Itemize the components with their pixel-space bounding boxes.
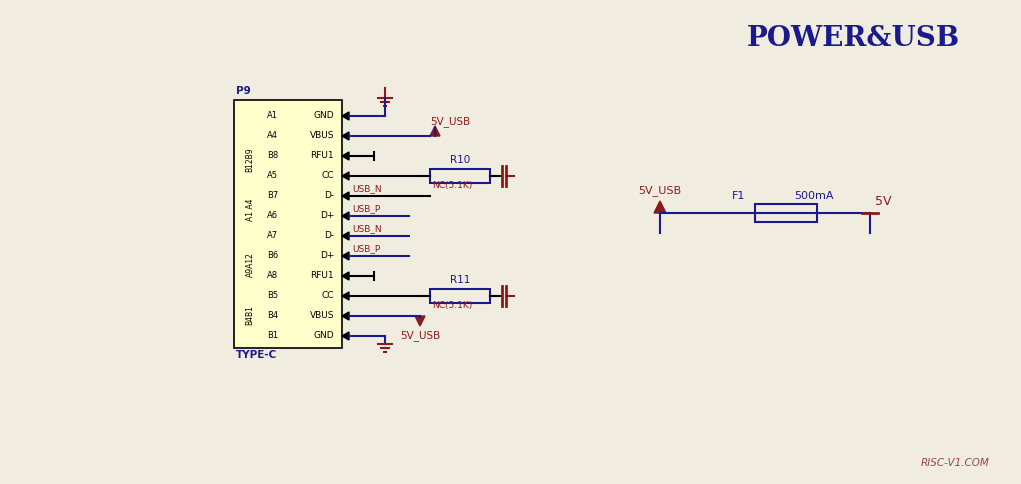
Polygon shape: [342, 332, 349, 340]
Text: CC: CC: [322, 291, 334, 301]
Text: GND: GND: [313, 111, 334, 121]
Polygon shape: [342, 312, 349, 320]
Text: VBUS: VBUS: [309, 312, 334, 320]
Text: CC: CC: [322, 171, 334, 181]
Text: TYPE-C: TYPE-C: [236, 350, 278, 360]
Text: 5V_USB: 5V_USB: [430, 117, 471, 127]
Text: B7: B7: [268, 192, 279, 200]
Text: R11: R11: [450, 275, 471, 285]
Text: B8: B8: [268, 151, 279, 161]
Text: P9: P9: [236, 86, 251, 96]
Text: RFU1: RFU1: [310, 151, 334, 161]
Text: A7: A7: [268, 231, 278, 241]
Polygon shape: [342, 292, 349, 300]
Polygon shape: [342, 232, 349, 240]
Text: D+: D+: [320, 212, 334, 221]
Text: A8: A8: [268, 272, 278, 281]
Text: A1: A1: [268, 111, 278, 121]
Polygon shape: [342, 212, 349, 220]
Text: A4: A4: [268, 132, 278, 140]
Polygon shape: [342, 192, 349, 200]
Text: RISC-V1.COM: RISC-V1.COM: [921, 458, 990, 468]
Text: 5V_USB: 5V_USB: [400, 330, 440, 341]
Text: 5V_USB: 5V_USB: [638, 185, 682, 196]
Text: B12B9: B12B9: [245, 148, 254, 172]
Text: A1 A4: A1 A4: [245, 199, 254, 221]
Polygon shape: [342, 172, 349, 180]
Text: A5: A5: [268, 171, 278, 181]
Polygon shape: [342, 272, 349, 280]
Text: 500mA: 500mA: [794, 191, 833, 201]
Bar: [430, 289, 490, 303]
Text: VBUS: VBUS: [309, 132, 334, 140]
Text: A9A12: A9A12: [245, 253, 254, 277]
Polygon shape: [415, 316, 425, 326]
Polygon shape: [342, 152, 349, 160]
Text: NC(5.1K): NC(5.1K): [432, 301, 473, 310]
Text: D-: D-: [324, 231, 334, 241]
Polygon shape: [342, 112, 349, 120]
Text: NC(5.1K): NC(5.1K): [432, 181, 473, 190]
Polygon shape: [342, 132, 349, 140]
Polygon shape: [342, 252, 349, 260]
Bar: [234, 100, 342, 348]
Text: R10: R10: [450, 155, 470, 165]
Text: GND: GND: [313, 332, 334, 341]
Text: A6: A6: [268, 212, 278, 221]
Text: D+: D+: [320, 252, 334, 260]
Text: B6: B6: [268, 252, 279, 260]
Text: USB_P: USB_P: [352, 204, 380, 213]
Text: USB_N: USB_N: [352, 184, 382, 193]
Text: B4B1: B4B1: [245, 305, 254, 325]
Text: B5: B5: [268, 291, 278, 301]
Text: USB_N: USB_N: [352, 224, 382, 233]
Text: 5V: 5V: [875, 195, 891, 208]
Text: POWER&USB: POWER&USB: [747, 25, 960, 52]
Text: B4: B4: [268, 312, 278, 320]
Polygon shape: [430, 126, 440, 136]
Text: D-: D-: [324, 192, 334, 200]
Text: F1: F1: [732, 191, 745, 201]
Polygon shape: [654, 201, 666, 213]
Bar: [755, 204, 817, 222]
Bar: [430, 169, 490, 183]
Text: RFU1: RFU1: [310, 272, 334, 281]
Text: B1: B1: [268, 332, 278, 341]
Text: USB_P: USB_P: [352, 244, 380, 253]
